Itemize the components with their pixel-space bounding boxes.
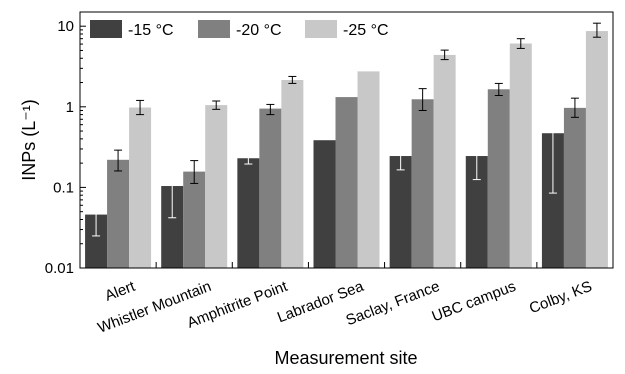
y-tick-label: 1	[66, 99, 74, 116]
bar	[183, 171, 206, 268]
bar	[487, 89, 510, 269]
legend-label: -15 °C	[128, 22, 174, 39]
x-category-label: Colby, KS	[527, 278, 594, 317]
bar	[389, 156, 412, 268]
y-tick-label: 0.01	[45, 260, 74, 277]
bar	[563, 107, 586, 269]
bar	[465, 156, 488, 268]
bar	[585, 31, 608, 269]
bar	[313, 140, 336, 268]
bar	[411, 99, 434, 269]
bars-layer	[85, 31, 608, 269]
y-axis: 0.01 0.1 1 10	[45, 18, 86, 277]
bar	[357, 71, 380, 269]
bar	[205, 105, 228, 268]
bar	[161, 186, 184, 268]
bar	[433, 54, 456, 268]
x-axis-title: Measurement site	[274, 348, 417, 368]
y-axis-title: INPs (L⁻¹)	[19, 99, 39, 181]
bar	[107, 159, 130, 268]
error-bars-layer	[92, 22, 601, 237]
legend-swatch	[305, 20, 337, 38]
bar	[129, 107, 152, 268]
bar	[335, 97, 358, 269]
legend-label: -25 °C	[343, 22, 389, 39]
bar	[509, 43, 532, 268]
legend-swatch	[198, 20, 230, 38]
x-category-label: Alert	[103, 278, 139, 305]
bar	[85, 214, 108, 268]
legend-swatch	[90, 20, 122, 38]
legend: -15 °C -20 °C -25 °C	[90, 20, 389, 39]
bar	[541, 133, 564, 268]
bar	[237, 158, 260, 268]
legend-label: -20 °C	[236, 22, 282, 39]
bar	[281, 80, 304, 268]
y-tick-label: 10	[57, 18, 74, 35]
x-category-label: UBC campus	[430, 278, 519, 326]
bar	[259, 108, 282, 268]
plot-frame	[79, 11, 614, 269]
y-tick-label: 0.1	[53, 179, 74, 196]
